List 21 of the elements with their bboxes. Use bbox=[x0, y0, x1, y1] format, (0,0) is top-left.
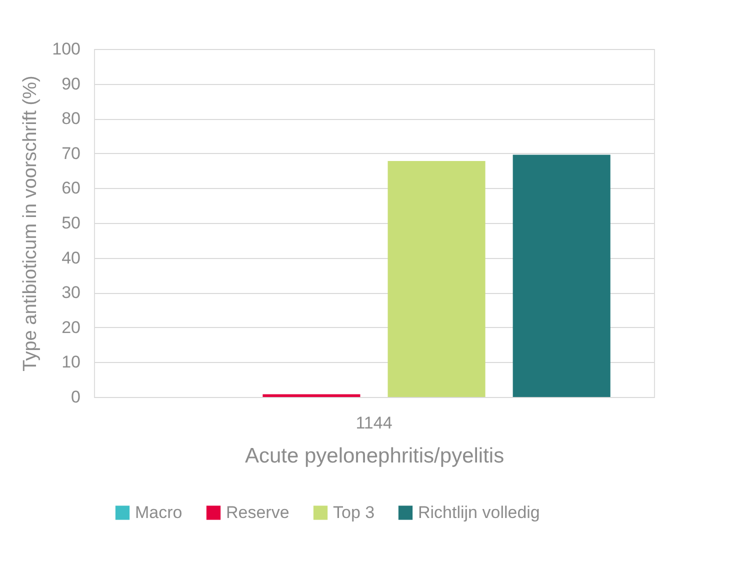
bar bbox=[262, 394, 360, 397]
legend-label: Macro bbox=[135, 502, 182, 522]
x-tick-label: 1144 bbox=[356, 414, 392, 432]
y-tick-label: 80 bbox=[62, 109, 80, 128]
y-tick-label: 20 bbox=[62, 318, 80, 337]
legend-label: Richtlijn volledig bbox=[418, 502, 540, 522]
bar bbox=[512, 154, 610, 397]
y-tick-label: 60 bbox=[62, 178, 80, 198]
y-tick-label: 10 bbox=[62, 352, 80, 372]
legend-label: Reserve bbox=[226, 502, 290, 522]
bar bbox=[388, 161, 486, 397]
y-tick-label: 50 bbox=[62, 214, 80, 232]
legend-label: Top 3 bbox=[333, 502, 375, 522]
y-tick-label: 0 bbox=[71, 388, 80, 406]
y-tick-label: 30 bbox=[62, 283, 80, 302]
x-axis-title: Acute pyelonephritis/pyelitis bbox=[244, 444, 504, 468]
y-tick-label: 40 bbox=[62, 248, 80, 268]
y-tick-label: 90 bbox=[62, 74, 80, 94]
y-axis-title: Type antibioticum in voorschrift (%) bbox=[20, 76, 42, 372]
y-tick-label: 100 bbox=[52, 40, 80, 58]
y-tick-label: 70 bbox=[62, 144, 80, 163]
